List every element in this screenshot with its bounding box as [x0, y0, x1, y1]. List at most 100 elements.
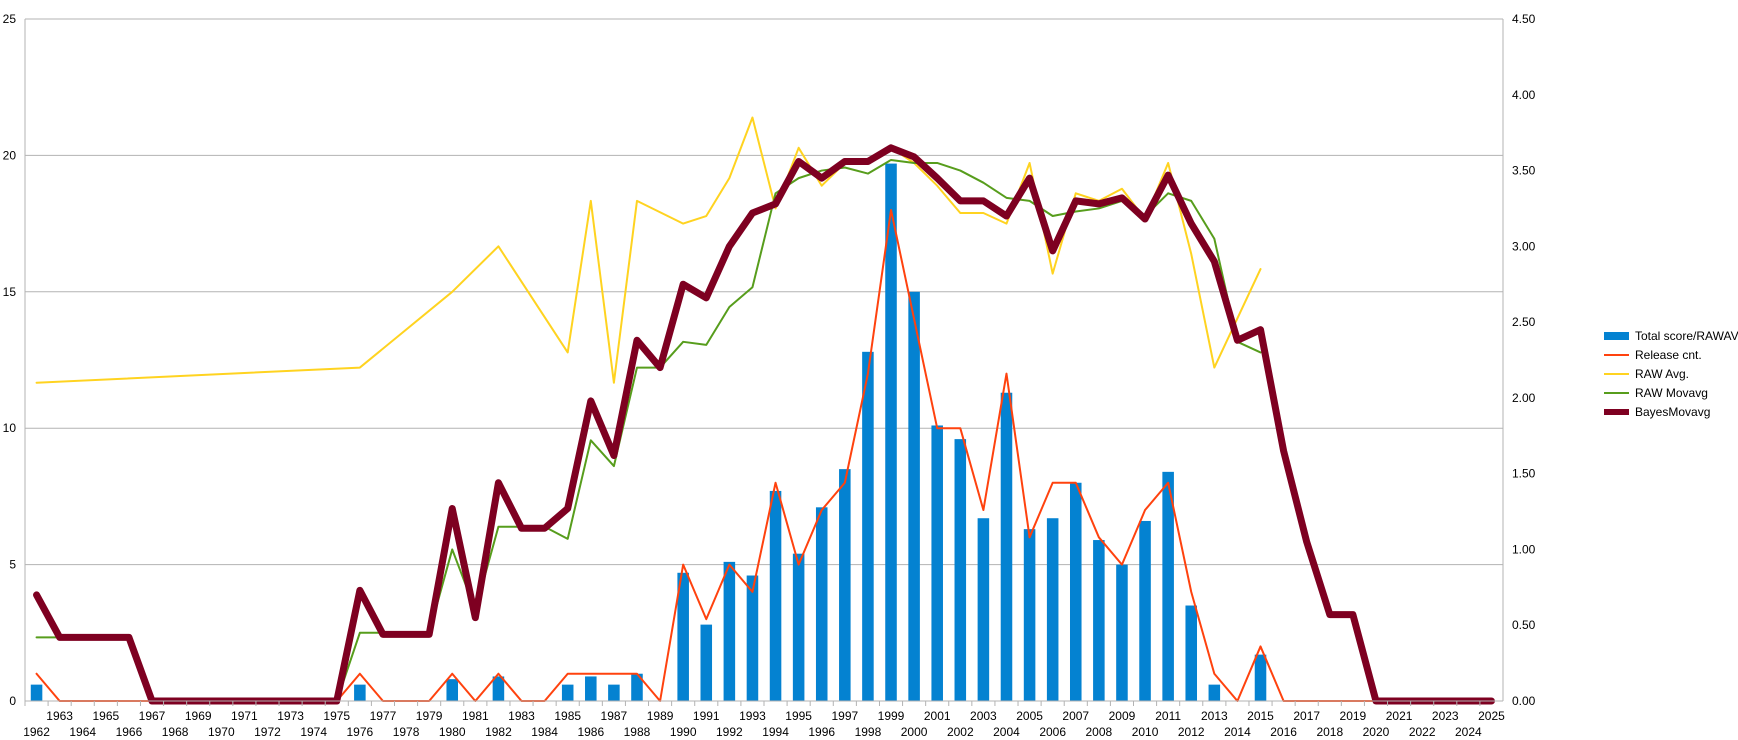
- x-axis-tick-label: 2005: [1016, 709, 1043, 723]
- x-axis-tick-label: 2007: [1062, 709, 1089, 723]
- bar: [1000, 392, 1013, 701]
- x-axis-tick-label: 2016: [1270, 725, 1297, 739]
- legend-label: BayesMovavg: [1635, 405, 1710, 419]
- legend-label: Total score/RAWAVG: [1635, 329, 1738, 343]
- bar: [815, 507, 828, 701]
- bar: [1023, 529, 1036, 701]
- x-axis-tick-label: 2015: [1247, 709, 1274, 723]
- x-axis-tick-label: 2020: [1363, 725, 1390, 739]
- x-axis-tick-label: 1982: [485, 725, 512, 739]
- x-axis-tick-label: 1971: [231, 709, 258, 723]
- x-axis-tick-label: 1988: [624, 725, 651, 739]
- legend-label: RAW Movavg: [1635, 386, 1708, 400]
- x-axis-tick-label: 1992: [716, 725, 743, 739]
- x-axis-tick-label: 2003: [970, 709, 997, 723]
- x-axis-tick-label: 2001: [924, 709, 951, 723]
- x-axis-tick-label: 1975: [323, 709, 350, 723]
- x-axis-tick-label: 1995: [785, 709, 812, 723]
- right-axis-tick-label: 1.00: [1512, 542, 1536, 556]
- bar: [792, 553, 805, 701]
- bar: [1254, 654, 1267, 701]
- x-axis-tick-label: 1997: [831, 709, 858, 723]
- x-axis-tick-label: 1983: [508, 709, 535, 723]
- x-axis-tick-label: 1999: [878, 709, 905, 723]
- legend: Total score/RAWAVG Release cnt. RAW Avg. RA…: [1604, 329, 1738, 419]
- left-axis-tick-label: 25: [3, 12, 17, 26]
- x-axis-tick-label: 2013: [1201, 709, 1228, 723]
- right-axis-tick-label: 0.50: [1512, 618, 1536, 632]
- bar: [1046, 518, 1059, 701]
- x-axis-tick-label: 1981: [462, 709, 489, 723]
- x-axis-tick-label: 1977: [370, 709, 397, 723]
- x-axis-tick-label: 1964: [69, 725, 96, 739]
- x-axis-tick-label: 1993: [739, 709, 766, 723]
- x-axis-tick-label: 1973: [277, 709, 304, 723]
- bar: [561, 684, 574, 701]
- right-axis-tick-label: 2.50: [1512, 315, 1536, 329]
- x-axis-tick-label: 1989: [647, 709, 674, 723]
- bar: [677, 572, 689, 701]
- x-axis-tick-label: 2011: [1155, 709, 1181, 723]
- x-axis-tick-label: 1985: [554, 709, 581, 723]
- bar: [885, 163, 897, 702]
- x-axis-tick-label: 1965: [92, 709, 119, 723]
- bar: [1069, 482, 1082, 701]
- right-axis-tick-label: 3.50: [1512, 164, 1536, 178]
- bar: [908, 291, 920, 701]
- bar: [700, 624, 713, 701]
- legend-swatch: [1604, 332, 1629, 340]
- x-axis-tick-label: 1998: [855, 725, 882, 739]
- x-axis-tick-label: 2023: [1432, 709, 1459, 723]
- x-axis-tick-label: 2000: [901, 725, 928, 739]
- x-axis-tick-label: 2002: [947, 725, 974, 739]
- x-axis-tick-label: 2010: [1132, 725, 1159, 739]
- bar: [1139, 520, 1151, 701]
- gridlines: [25, 18, 1503, 702]
- x-axis-tick-label: 1994: [762, 725, 789, 739]
- x-axis-tick-label: 2008: [1086, 725, 1113, 739]
- bar: [1208, 684, 1221, 701]
- x-axis-tick-label: 1967: [139, 709, 166, 723]
- x-axis-tick-label: 2022: [1409, 725, 1436, 739]
- bar: [1093, 540, 1105, 701]
- bar: [1162, 471, 1174, 701]
- right-axis-tick-label: 2.00: [1512, 391, 1536, 405]
- left-axis-tick-label: 15: [3, 285, 17, 299]
- x-axis-tick-label: 1990: [670, 725, 697, 739]
- legend-label: RAW Avg.: [1635, 367, 1689, 381]
- x-axis-tick-label: 1996: [808, 725, 835, 739]
- x-axis-tick-label: 1984: [531, 725, 558, 739]
- series-line: [33, 144, 1495, 705]
- right-axis-tick-label: 4.50: [1512, 12, 1536, 26]
- x-axis-tick-label: 1978: [393, 725, 420, 739]
- x-axis-tick-label: 2009: [1109, 709, 1136, 723]
- x-axis-tick-label: 1968: [162, 725, 189, 739]
- right-axis-tick-label: 3.00: [1512, 239, 1536, 253]
- bar: [931, 425, 943, 701]
- left-axis-tick-label: 10: [3, 421, 17, 435]
- x-axis-tick-label: 1991: [693, 709, 720, 723]
- x-axis-tick-label: 1976: [347, 725, 374, 739]
- x-axis-tick-label: 1974: [300, 725, 327, 739]
- bar: [631, 673, 643, 701]
- bar: [769, 490, 782, 701]
- left-axis-tick-label: 0: [9, 694, 16, 708]
- bar: [1185, 605, 1198, 701]
- series-line: [35, 116, 1262, 384]
- bar-series-layer: [30, 163, 1267, 702]
- x-axis-tick-label: 2021: [1386, 709, 1413, 723]
- bar: [446, 679, 459, 701]
- right-axis-tick-label: 0.00: [1512, 694, 1536, 708]
- x-axis-tick-label: 1970: [208, 725, 235, 739]
- legend-label: Release cnt.: [1635, 348, 1702, 362]
- bar: [839, 469, 851, 701]
- x-axis-tick-label: 1972: [254, 725, 281, 739]
- bar: [723, 561, 736, 701]
- left-axis-tick-label: 5: [9, 558, 16, 572]
- x-axis-tick-label: 2019: [1340, 709, 1367, 723]
- bar: [862, 351, 874, 701]
- x-axis-tick-label: 2012: [1178, 725, 1205, 739]
- x-axis-tick-label: 1986: [577, 725, 604, 739]
- bar: [746, 575, 759, 701]
